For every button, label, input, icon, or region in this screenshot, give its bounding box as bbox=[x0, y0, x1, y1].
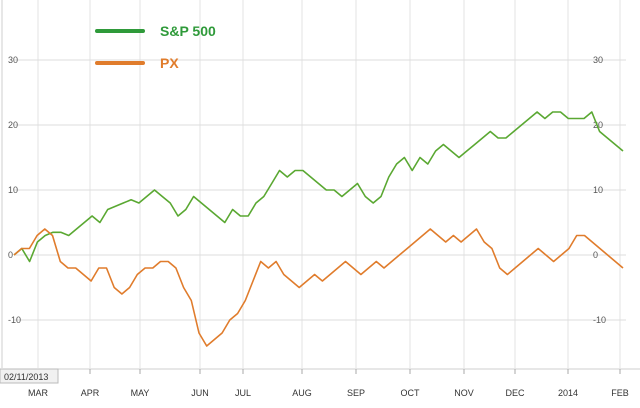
y-tick-left-2: 10 bbox=[8, 185, 18, 195]
gridlines bbox=[0, 0, 640, 370]
legend: S&P 500 PX bbox=[95, 23, 216, 71]
y-tick-right-4: -10 bbox=[593, 315, 606, 325]
x-tick-label-4: JUL bbox=[235, 388, 251, 398]
y-tick-left-3: 0 bbox=[8, 250, 13, 260]
y-tick-right-1: 20 bbox=[593, 120, 603, 130]
x-tick-label-10: 2014 bbox=[558, 388, 578, 398]
start-date-background bbox=[0, 368, 59, 384]
start-date-label: 02/11/2013 bbox=[4, 372, 48, 382]
x-tick-label-2: MAY bbox=[131, 388, 150, 398]
x-tick-label-5: AUG bbox=[292, 388, 312, 398]
x-tick-label-0: MAR bbox=[28, 388, 49, 398]
series-line-sp500 bbox=[13, 111, 624, 263]
x-tick-label-11: FEB bbox=[611, 388, 629, 398]
y-tick-left-0: 30 bbox=[8, 55, 18, 65]
x-tick-label-8: NOV bbox=[454, 388, 474, 398]
start-date-box: 02/11/2013 bbox=[0, 368, 59, 384]
series-lines bbox=[13, 111, 624, 347]
y-tick-left-4: -10 bbox=[8, 315, 21, 325]
x-tick-label-3: JUN bbox=[191, 388, 209, 398]
y-tick-right-3: 0 bbox=[593, 250, 598, 260]
series-line-px bbox=[13, 228, 624, 347]
legend-label-px: PX bbox=[160, 55, 179, 71]
x-tick-label-9: DEC bbox=[505, 388, 525, 398]
x-tick-label-6: SEP bbox=[347, 388, 365, 398]
y-axis-right: 30 20 10 0 -10 bbox=[593, 55, 606, 325]
y-tick-right-2: 10 bbox=[593, 185, 603, 195]
legend-label-sp500: S&P 500 bbox=[160, 23, 216, 39]
y-tick-left-1: 20 bbox=[8, 120, 18, 130]
y-axis-left: 30 20 10 0 -10 bbox=[8, 55, 21, 325]
x-tick-label-7: OCT bbox=[401, 388, 421, 398]
y-tick-right-0: 30 bbox=[593, 55, 603, 65]
x-tick-label-1: APR bbox=[81, 388, 100, 398]
